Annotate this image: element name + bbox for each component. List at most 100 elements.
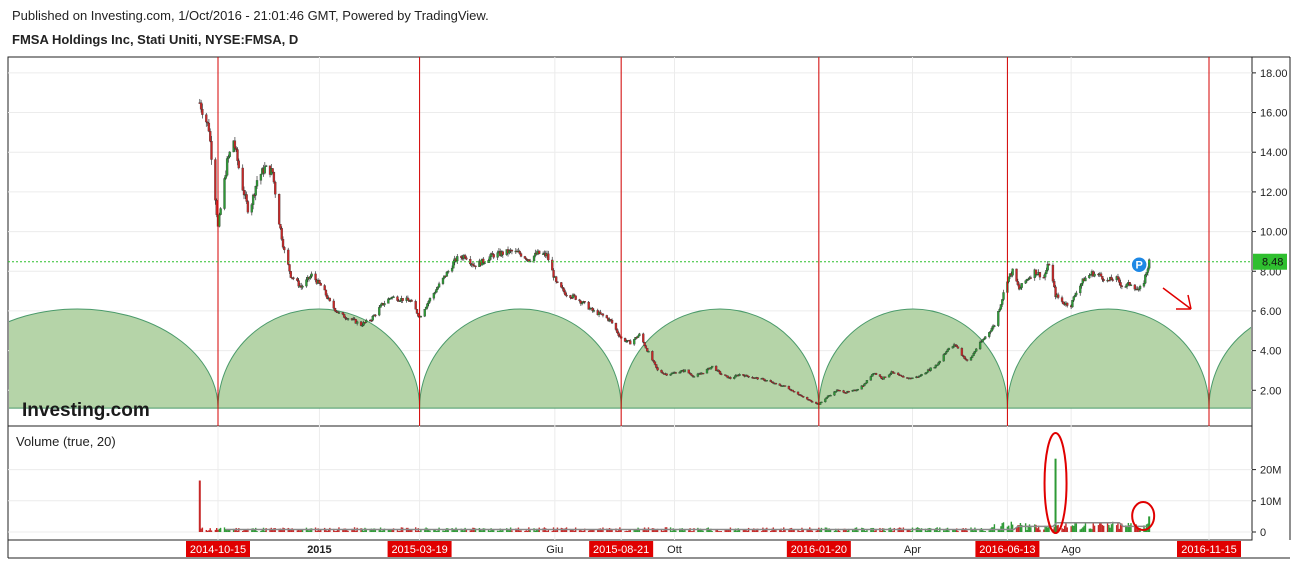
volume-bar: [763, 530, 765, 532]
volume-spike-circle: [1043, 432, 1068, 534]
candle-body: [897, 372, 900, 375]
volume-bar: [571, 530, 573, 532]
candle-body: [562, 288, 566, 292]
candle-body: [984, 336, 987, 339]
cycle-lines: [8, 57, 1252, 426]
volume-bar: [988, 530, 990, 532]
volume-bar: [728, 529, 730, 532]
volume-bar: [757, 528, 759, 532]
candle-body: [899, 374, 902, 377]
candle-body: [1060, 297, 1064, 302]
candle-body: [523, 256, 527, 259]
candle-body: [424, 307, 428, 310]
volume-bar: [1117, 522, 1119, 532]
time-tick-label: Ott: [667, 544, 682, 556]
candle-body: [383, 303, 386, 306]
volume-bar: [835, 528, 837, 532]
volume-bar: [1017, 525, 1019, 532]
volume-bar: [598, 528, 600, 532]
candle-body: [259, 174, 263, 181]
candle-body: [415, 309, 419, 314]
volume-bar: [655, 529, 657, 532]
volume-bar: [420, 529, 422, 532]
candle-body: [1043, 273, 1047, 278]
candle-body: [960, 348, 964, 356]
candle-body: [683, 369, 687, 372]
volume-bar: [760, 531, 763, 532]
volume-bar: [1136, 526, 1139, 532]
volume-bar: [1030, 527, 1032, 532]
candle-body: [711, 365, 714, 368]
volume-bar: [866, 530, 868, 532]
cycle-date-badge: [186, 541, 250, 557]
volume-bar: [390, 530, 392, 532]
candle-body: [642, 333, 645, 343]
candle-body: [272, 171, 276, 183]
candle-body: [965, 359, 969, 361]
volume-bar: [751, 529, 754, 532]
published-notice: Published on Investing.com, 1/Oct/2016 -…: [12, 8, 489, 23]
candle-body: [651, 351, 654, 361]
candle-body: [592, 310, 596, 312]
volume-bar: [957, 530, 959, 532]
candle-body: [919, 375, 922, 377]
volume-bar: [816, 529, 819, 532]
candle-body: [993, 325, 996, 327]
candle-body: [277, 194, 281, 225]
candle-body: [1145, 272, 1148, 276]
volume-label: Volume (true, 20): [16, 434, 116, 449]
volume-bar: [308, 530, 310, 532]
candle-body: [417, 313, 420, 317]
candle-body: [1142, 282, 1146, 287]
price-tick-label: 18.00: [1260, 68, 1288, 80]
volume-bar: [242, 531, 244, 532]
volume-bar: [718, 531, 720, 532]
volume-bar: [966, 530, 968, 532]
volume-bar: [347, 530, 349, 532]
volume-bar: [206, 530, 209, 532]
volume-bar: [582, 530, 585, 532]
volume-bar: [745, 529, 747, 532]
candle-body: [826, 395, 830, 398]
volume-bar: [381, 530, 383, 532]
volume-bar: [690, 531, 693, 532]
volume-bar: [1074, 522, 1076, 532]
candle-body: [435, 289, 438, 293]
price-tick-label: 6.00: [1260, 306, 1281, 318]
volume-bar: [848, 528, 850, 532]
volume-bar: [424, 528, 426, 532]
volume-bar: [1053, 527, 1055, 532]
volume-bar: [617, 530, 620, 532]
candle-body: [205, 114, 208, 123]
candle-body: [218, 214, 221, 227]
volume-bar: [1106, 522, 1109, 532]
candle-body: [1110, 277, 1113, 280]
volume-bar: [802, 529, 804, 532]
volume-bar: [997, 529, 1000, 532]
volume-bar: [620, 529, 622, 532]
candle-body: [838, 390, 841, 392]
volume-bar: [578, 530, 581, 532]
volume-bar: [297, 529, 300, 532]
volume-bar: [465, 529, 468, 532]
volume-bar: [232, 528, 235, 532]
candle-body: [1128, 282, 1131, 286]
volume-bar: [838, 530, 841, 532]
candle-body: [492, 254, 495, 258]
candle-body: [419, 316, 423, 318]
volume-bar: [833, 530, 836, 532]
volume-bar: [775, 530, 777, 532]
volume-bar: [1145, 524, 1148, 532]
volume-bar: [278, 528, 280, 532]
volume-bar: [682, 530, 685, 532]
volume-bar: [217, 529, 219, 532]
candle-body: [655, 364, 658, 368]
candle-body: [820, 401, 823, 404]
volume-bar: [1063, 525, 1066, 532]
candle-body: [510, 249, 514, 252]
volume-bar: [409, 529, 412, 532]
volume-bar: [411, 529, 413, 532]
volume-bar: [773, 529, 776, 532]
volume-tick-label: 20M: [1260, 465, 1281, 477]
volume-bar: [624, 531, 626, 532]
